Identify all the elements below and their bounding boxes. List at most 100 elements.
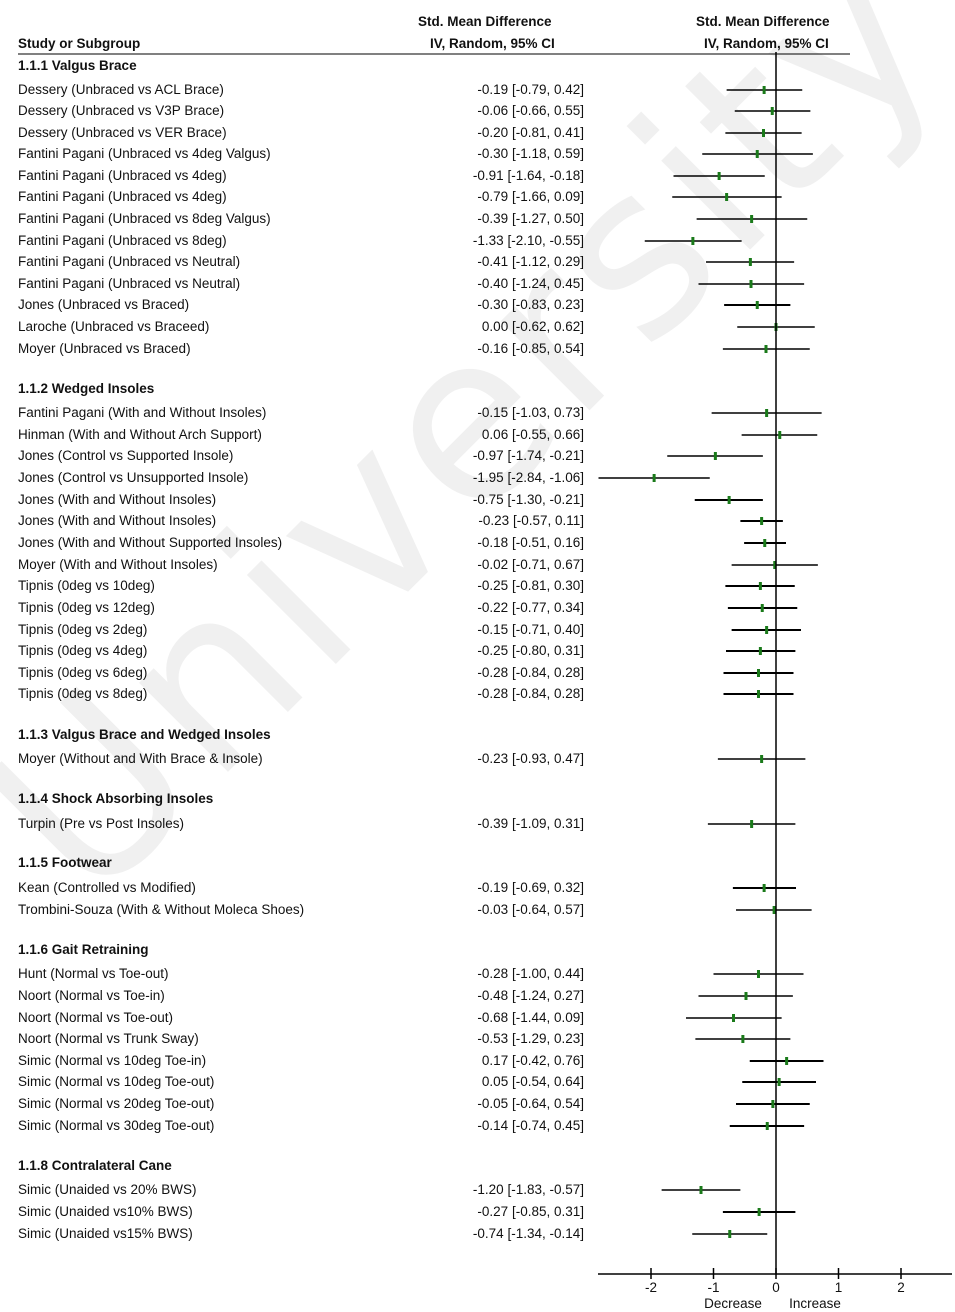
study-ci-value: -0.06 [-0.66, 0.55] (477, 103, 584, 118)
point-estimate (744, 992, 748, 1000)
study-label: Jones (Control vs Unsupported Insole) (18, 470, 249, 485)
study-label: Jones (With and Without Insoles) (18, 513, 217, 528)
study-label: Tipnis (0deg vs 2deg) (18, 622, 148, 637)
point-estimate (770, 107, 774, 115)
subgroup-label: 1.1.4 Shock Absorbing Insoles (18, 791, 214, 806)
point-estimate (728, 1230, 732, 1238)
study-ci-value: -0.48 [-1.24, 0.27] (477, 988, 584, 1003)
study-label: Tipnis (0deg vs 4deg) (18, 643, 148, 658)
point-estimate (763, 539, 767, 547)
study-label: Jones (With and Without Insoles) (18, 492, 217, 507)
study-ci-value: -0.18 [-0.51, 0.16] (477, 535, 584, 550)
study-ci-value: -0.30 [-1.18, 0.59] (477, 146, 584, 161)
point-estimate (765, 626, 769, 634)
point-estimate (755, 301, 759, 309)
point-estimate (691, 237, 695, 245)
study-ci-value: -0.28 [-0.84, 0.28] (477, 686, 584, 701)
study-label: Moyer (Unbraced vs Braced) (18, 341, 191, 356)
point-estimate (652, 474, 656, 482)
study-label: Simic (Normal vs 30deg Toe-out) (18, 1118, 215, 1133)
study-label: Moyer (With and Without Insoles) (18, 557, 218, 572)
point-estimate (772, 906, 776, 914)
point-estimate (765, 1122, 769, 1130)
subgroup-label: 1.1.3 Valgus Brace and Wedged Insoles (18, 727, 271, 742)
study-label: Simic (Normal vs 20deg Toe-out) (18, 1096, 215, 1111)
point-estimate (765, 409, 769, 417)
study-ci-value: -0.53 [-1.29, 0.23] (477, 1031, 584, 1046)
study-ci-value: 0.05 [-0.54, 0.64] (481, 1074, 584, 1089)
study-label: Dessery (Unbraced vs VER Brace) (18, 125, 227, 140)
plot-column-subtitle: IV, Random, 95% CI (704, 36, 829, 51)
study-ci-value: 0.17 [-0.42, 0.76] (481, 1053, 584, 1068)
study-ci-value: -0.97 [-1.74, -0.21] (472, 448, 584, 463)
study-label: Jones (Control vs Supported Insole) (18, 448, 234, 463)
point-estimate (727, 496, 731, 504)
study-ci-value: -0.75 [-1.30, -0.21] (472, 492, 584, 507)
study-label: Fantini Pagani (Unbraced vs 4deg) (18, 168, 227, 183)
point-estimate (762, 884, 766, 892)
study-ci-value: -0.03 [-0.64, 0.57] (477, 902, 584, 917)
study-label: Moyer (Without and With Brace & Insole) (18, 751, 263, 766)
study-label: Dessery (Unbraced vs ACL Brace) (18, 82, 224, 97)
study-label: Simic (Normal vs 10deg Toe-out) (18, 1074, 215, 1089)
point-estimate (717, 172, 721, 180)
study-label: Noort (Normal vs Toe-in) (18, 988, 165, 1003)
study-ci-value: -0.23 [-0.57, 0.11] (478, 513, 584, 528)
study-label: Jones (With and Without Supported Insole… (18, 535, 283, 550)
point-estimate (755, 150, 759, 158)
x-tick-label: -2 (645, 1280, 657, 1295)
decrease-label: Decrease (704, 1296, 762, 1311)
study-label: Dessery (Unbraced vs V3P Brace) (18, 103, 225, 118)
point-estimate (757, 669, 760, 677)
study-ci-value: -0.19 [-0.79, 0.42] (477, 82, 584, 97)
point-estimate (760, 517, 764, 525)
point-estimate (758, 647, 762, 655)
point-estimate (750, 820, 754, 828)
point-estimate (762, 129, 765, 137)
smd-column-subtitle: IV, Random, 95% CI (430, 36, 555, 51)
study-label: Hinman (With and Without Arch Support) (18, 427, 262, 442)
study-label: Noort (Normal vs Toe-out) (18, 1010, 174, 1025)
study-ci-value: -0.79 [-1.66, 0.09] (477, 189, 584, 204)
point-estimate (732, 1014, 735, 1022)
study-ci-value: -0.02 [-0.71, 0.67] (477, 557, 584, 572)
study-ci-value: -0.25 [-0.80, 0.31] (477, 643, 584, 658)
study-label: Simic (Normal vs 10deg Toe-in) (18, 1053, 207, 1068)
study-ci-value: -0.05 [-0.64, 0.54] (477, 1096, 584, 1111)
point-estimate (762, 86, 766, 94)
study-ci-value: -0.14 [-0.74, 0.45] (477, 1118, 584, 1133)
point-estimate (725, 193, 729, 201)
study-ci-value: -0.19 [-0.69, 0.32] (477, 880, 584, 895)
study-label: Turpin (Pre vs Post Insoles) (18, 816, 185, 831)
study-ci-value: -1.95 [-2.84, -1.06] (472, 470, 584, 485)
study-ci-value: 0.00 [-0.62, 0.62] (481, 319, 584, 334)
point-estimate (760, 604, 764, 612)
study-ci-value: -0.28 [-0.84, 0.28] (477, 665, 584, 680)
x-tick-label: 2 (897, 1280, 905, 1295)
point-estimate (758, 582, 762, 590)
plot-column-title: Std. Mean Difference (696, 14, 830, 29)
study-ci-value: -0.39 [-1.09, 0.31] (477, 816, 584, 831)
study-label: Fantini Pagani (Unbraced vs 8deg Valgus) (18, 211, 271, 226)
study-label: Noort (Normal vs Trunk Sway) (18, 1031, 199, 1046)
study-label: Fantini Pagani (Unbraced vs Neutral) (18, 254, 241, 269)
study-label: Tipnis (0deg vs 6deg) (18, 665, 148, 680)
study-ci-value: -0.15 [-0.71, 0.40] (477, 622, 584, 637)
x-tick-label: -1 (707, 1280, 719, 1295)
point-estimate (757, 690, 760, 698)
point-estimate (749, 280, 753, 288)
study-ci-value: -0.39 [-1.27, 0.50] (477, 211, 584, 226)
increase-label: Increase (789, 1296, 841, 1311)
study-label: Laroche (Unbraced vs Braceed) (18, 319, 210, 334)
study-ci-value: -1.20 [-1.83, -0.57] (472, 1182, 584, 1197)
study-label: Jones (Unbraced vs Braced) (18, 297, 190, 312)
point-estimate (778, 431, 782, 439)
point-estimate (777, 1078, 781, 1086)
study-label: Simic (Unaided vs 20% BWS) (18, 1182, 197, 1197)
x-tick-label: 1 (835, 1280, 843, 1295)
study-label: Simic (Unaided vs10% BWS) (18, 1204, 193, 1219)
study-ci-value: -0.68 [-1.44, 0.09] (477, 1010, 584, 1025)
study-label: Tipnis (0deg vs 8deg) (18, 686, 148, 701)
study-ci-value: -0.25 [-0.81, 0.30] (477, 578, 584, 593)
